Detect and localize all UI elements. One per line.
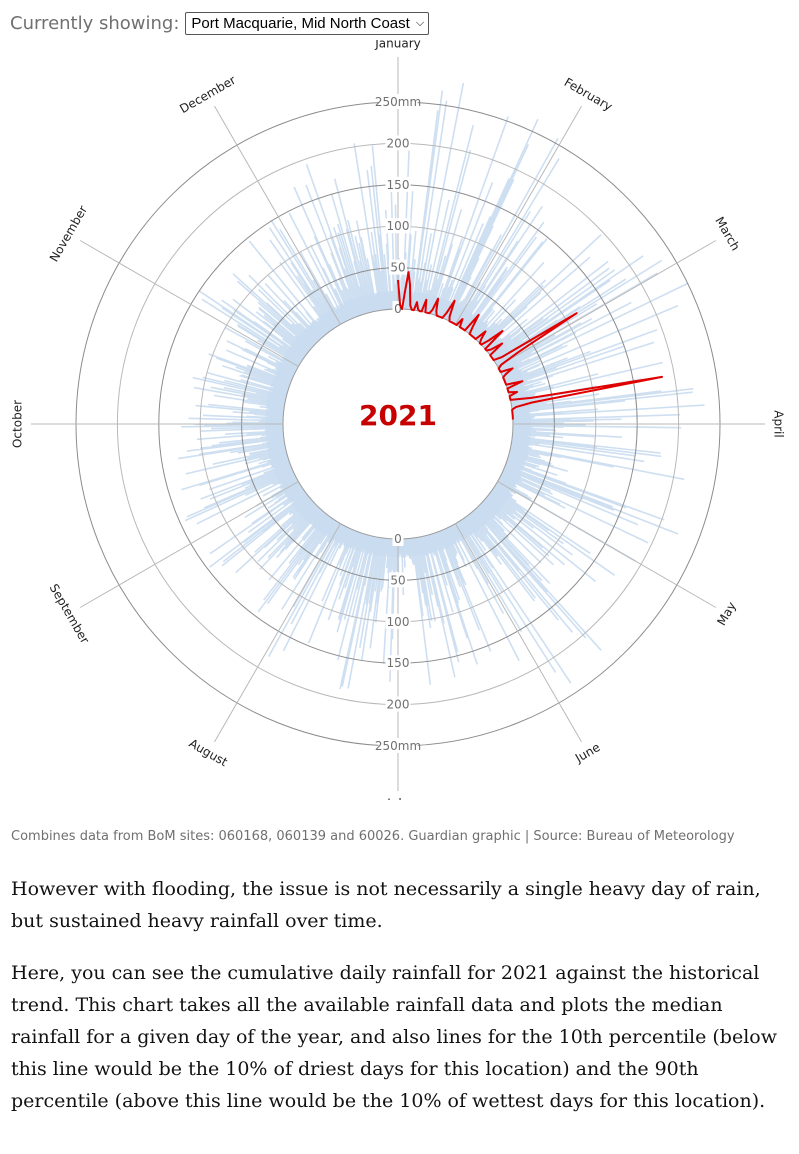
current-year-line [397, 271, 663, 420]
location-selector-row: Currently showing: Port Macquarie, Mid N… [10, 12, 430, 35]
month-spoke-august [214, 523, 341, 743]
selector-label: Currently showing: [10, 13, 180, 34]
month-label: April [772, 410, 786, 437]
radial-tick-label: 250mm [375, 739, 421, 753]
month-spoke-september [79, 481, 299, 608]
radial-tick-label: 0 [394, 532, 402, 546]
month-spoke-may [497, 481, 717, 608]
month-label: December [177, 73, 238, 116]
radial-tick-label: 100 [387, 615, 410, 629]
radial-tick-label: 250mm [375, 95, 421, 109]
historical-bars [178, 82, 705, 690]
month-label: June [572, 740, 603, 766]
radial-ticks: 0 50 100 150 200 250mm 0 50 100 150 200 250mm [375, 94, 421, 753]
paragraph-1: However with flooding, the issue is not … [11, 878, 761, 932]
radial-tick-label: 150 [387, 178, 410, 192]
location-select[interactable]: Port Macquarie, Mid North Coast ⌵ [185, 12, 430, 35]
radial-tick-label: 50 [390, 261, 405, 275]
month-spoke-march [497, 240, 717, 367]
radial-tick-label: 0 [394, 302, 402, 316]
month-label: March [712, 214, 742, 253]
chevron-down-icon: ⌵ [415, 17, 425, 29]
chart-caption: Combines data from BoM sites: 060168, 06… [11, 829, 735, 844]
radial-tick-label: 150 [387, 656, 410, 670]
month-label: October [11, 400, 25, 448]
location-select-value: Port Macquarie, Mid North Coast [191, 15, 410, 32]
paragraph-2: Here, you can see the cumulative daily r… [11, 962, 777, 1112]
month-spoke-february [455, 105, 582, 325]
radial-tick-label: 200 [387, 698, 410, 712]
radial-tick-label: 100 [387, 219, 410, 233]
month-label: January [374, 40, 421, 51]
month-spoke-december [214, 105, 341, 325]
month-spoke-june [455, 523, 582, 743]
year-label: 2021 [359, 399, 437, 432]
radial-tick-label: 50 [390, 573, 405, 587]
month-label: July [386, 797, 409, 801]
month-spoke-november [79, 240, 299, 367]
current-year-series [397, 271, 663, 420]
radial-tick-label: 200 [387, 136, 410, 150]
month-label: May [714, 600, 739, 628]
month-label: February [562, 75, 615, 114]
month-label: November [47, 203, 90, 264]
month-label: September [47, 582, 92, 646]
month-label: August [187, 736, 231, 769]
radial-rainfall-chart: January February March April May June July Augu… [11, 40, 786, 801]
